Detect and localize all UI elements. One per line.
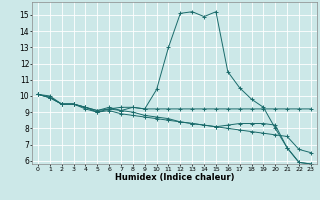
X-axis label: Humidex (Indice chaleur): Humidex (Indice chaleur)	[115, 173, 234, 182]
